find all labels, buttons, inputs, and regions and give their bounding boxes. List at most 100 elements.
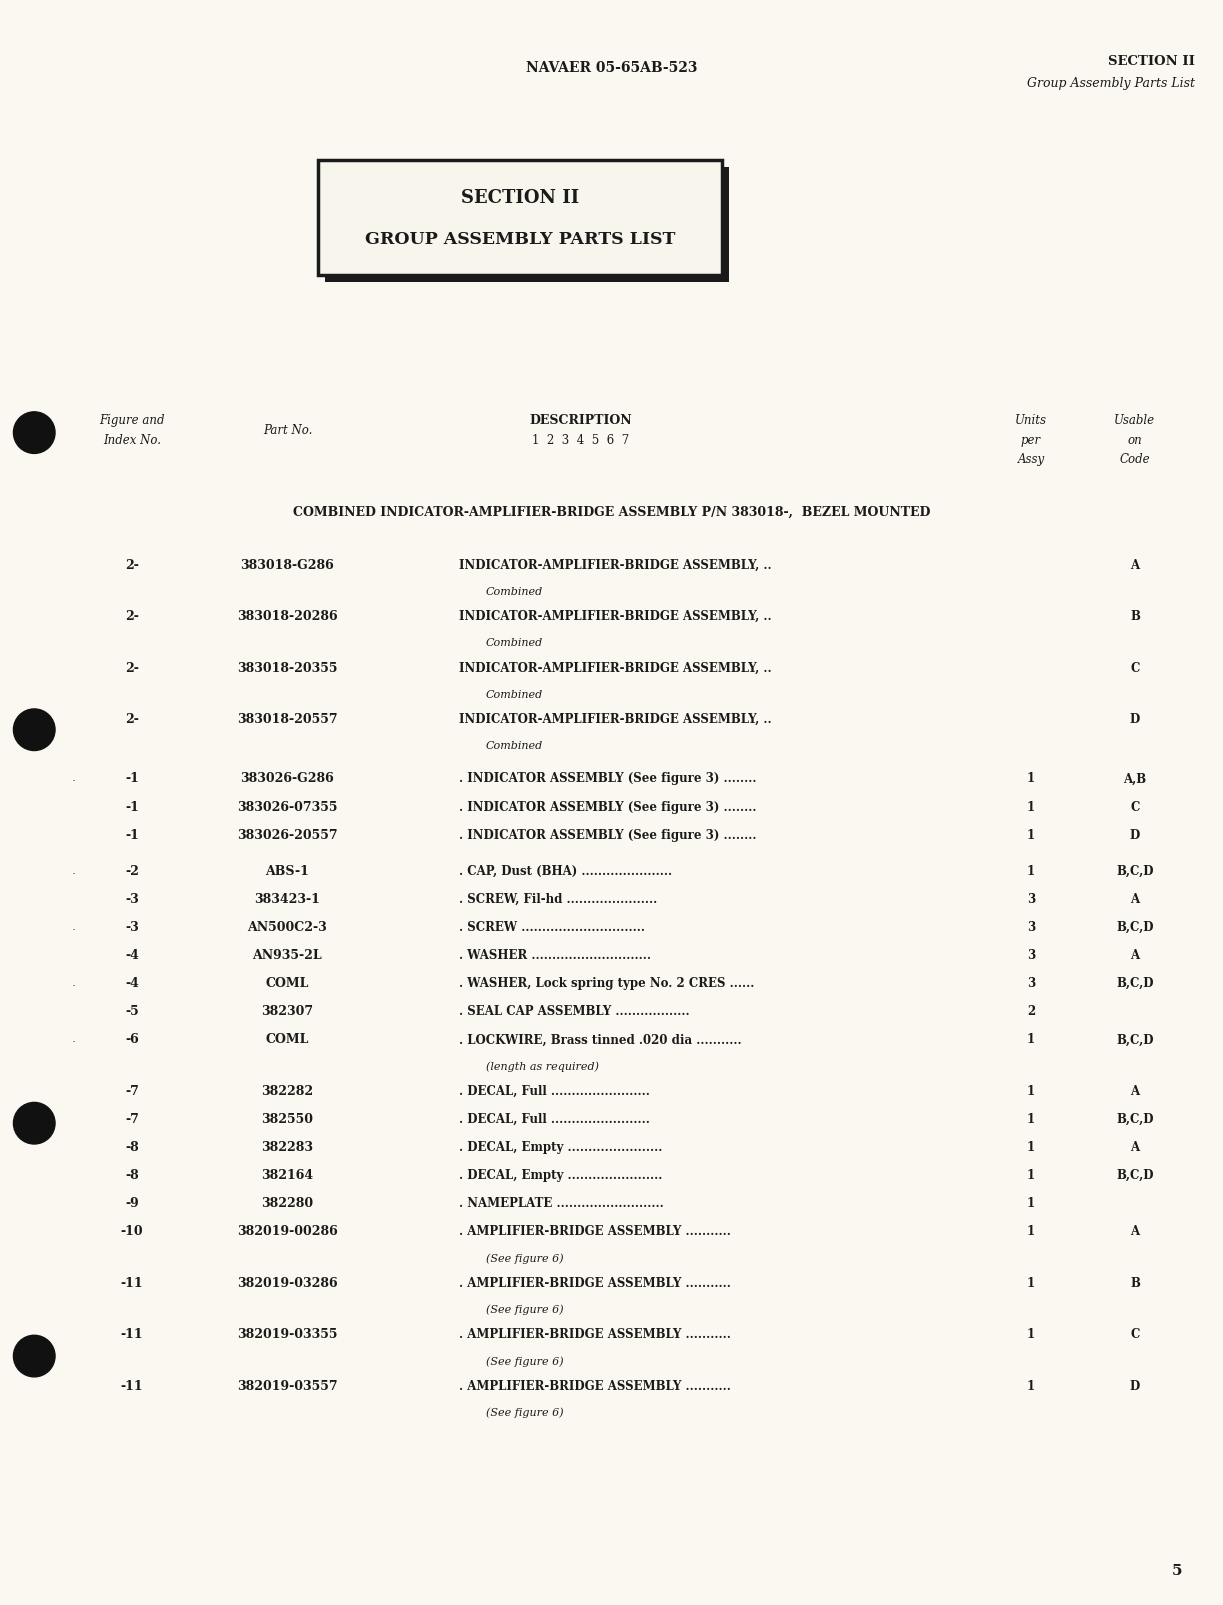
Text: 2-: 2- (125, 661, 139, 674)
Text: 382019-03355: 382019-03355 (237, 1327, 338, 1340)
Text: 383026-07355: 383026-07355 (237, 801, 338, 814)
Text: . DECAL, Full ........................: . DECAL, Full ........................ (459, 1112, 649, 1125)
Text: 1: 1 (1027, 1327, 1035, 1340)
Text: 3: 3 (1027, 949, 1035, 961)
Text: . INDICATOR ASSEMBLY (See figure 3) ........: . INDICATOR ASSEMBLY (See figure 3) ....… (459, 772, 756, 785)
Text: D: D (1130, 713, 1140, 725)
Text: B: B (1130, 610, 1140, 623)
Text: . INDICATOR ASSEMBLY (See figure 3) ........: . INDICATOR ASSEMBLY (See figure 3) ....… (459, 801, 756, 814)
Bar (325, 167, 729, 282)
Text: 383026-G286: 383026-G286 (241, 772, 334, 785)
Text: A: A (1130, 1225, 1140, 1237)
Text: 2-: 2- (125, 713, 139, 725)
Text: B,C,D: B,C,D (1117, 977, 1153, 990)
Text: AN500C2-3: AN500C2-3 (247, 921, 328, 934)
Text: AN935-2L: AN935-2L (253, 949, 322, 961)
Text: 1: 1 (1027, 1168, 1035, 1181)
Circle shape (13, 1103, 55, 1144)
Text: ·: · (71, 775, 76, 788)
Text: Group Assembly Parts List: Group Assembly Parts List (1027, 77, 1195, 90)
Text: (See figure 6): (See figure 6) (486, 1356, 563, 1366)
Text: 382164: 382164 (262, 1168, 313, 1181)
Text: -8: -8 (125, 1141, 139, 1154)
Text: -10: -10 (121, 1225, 143, 1237)
Text: Combined: Combined (486, 586, 543, 597)
Text: B,C,D: B,C,D (1117, 1112, 1153, 1125)
Text: 382019-00286: 382019-00286 (237, 1225, 338, 1237)
Text: 1: 1 (1027, 1197, 1035, 1210)
Text: . WASHER, Lock spring type No. 2 CRES ......: . WASHER, Lock spring type No. 2 CRES ..… (459, 977, 755, 990)
Text: B,C,D: B,C,D (1117, 1168, 1153, 1181)
Text: -11: -11 (121, 1276, 143, 1289)
Text: B: B (1130, 1276, 1140, 1289)
Text: (See figure 6): (See figure 6) (486, 1254, 563, 1263)
Text: . AMPLIFIER-BRIDGE ASSEMBLY ...........: . AMPLIFIER-BRIDGE ASSEMBLY ........... (459, 1379, 730, 1392)
Text: . NAMEPLATE ..........................: . NAMEPLATE .......................... (459, 1197, 663, 1210)
Text: 3: 3 (1027, 892, 1035, 905)
Text: 383018-20286: 383018-20286 (237, 610, 338, 623)
Text: A: A (1130, 1141, 1140, 1154)
Text: . CAP, Dust (BHA) ......................: . CAP, Dust (BHA) ...................... (459, 865, 671, 878)
Text: . SCREW ..............................: . SCREW .............................. (459, 921, 645, 934)
Text: ·: · (71, 1035, 76, 1048)
Text: 1  2  3  4  5  6  7: 1 2 3 4 5 6 7 (532, 433, 630, 446)
Text: -11: -11 (121, 1327, 143, 1340)
Text: Usable: Usable (1114, 414, 1156, 427)
Text: -1: -1 (125, 772, 139, 785)
Text: ABS-1: ABS-1 (265, 865, 309, 878)
Text: -8: -8 (125, 1168, 139, 1181)
Text: per: per (1021, 433, 1041, 446)
Text: (length as required): (length as required) (486, 1061, 598, 1072)
Text: NAVAER 05-65AB-523: NAVAER 05-65AB-523 (526, 61, 697, 75)
Text: 382307: 382307 (262, 1005, 313, 1018)
Text: 383026-20557: 383026-20557 (237, 828, 338, 841)
Text: COMBINED INDICATOR-AMPLIFIER-BRIDGE ASSEMBLY P/N 383018-,  BEZEL MOUNTED: COMBINED INDICATOR-AMPLIFIER-BRIDGE ASSE… (292, 506, 931, 518)
Text: B,C,D: B,C,D (1117, 1034, 1153, 1046)
Text: 5: 5 (1172, 1563, 1183, 1578)
Text: Combined: Combined (486, 690, 543, 700)
Text: 382283: 382283 (262, 1141, 313, 1154)
Text: 382019-03286: 382019-03286 (237, 1276, 338, 1289)
Text: . AMPLIFIER-BRIDGE ASSEMBLY ...........: . AMPLIFIER-BRIDGE ASSEMBLY ........... (459, 1225, 730, 1237)
Text: ·: · (71, 979, 76, 992)
Text: 3: 3 (1027, 977, 1035, 990)
Text: -1: -1 (125, 801, 139, 814)
Text: 2: 2 (1027, 1005, 1035, 1018)
Text: -3: -3 (125, 921, 139, 934)
Text: 1: 1 (1027, 1379, 1035, 1392)
Text: Combined: Combined (486, 742, 543, 751)
Text: -3: -3 (125, 892, 139, 905)
Text: Combined: Combined (486, 637, 543, 648)
Text: . LOCKWIRE, Brass tinned .020 dia ...........: . LOCKWIRE, Brass tinned .020 dia ......… (459, 1034, 741, 1046)
Text: 2-: 2- (125, 610, 139, 623)
Text: . AMPLIFIER-BRIDGE ASSEMBLY ...........: . AMPLIFIER-BRIDGE ASSEMBLY ........... (459, 1327, 730, 1340)
Text: . AMPLIFIER-BRIDGE ASSEMBLY ...........: . AMPLIFIER-BRIDGE ASSEMBLY ........... (459, 1276, 730, 1289)
Text: 1: 1 (1027, 1225, 1035, 1237)
Text: C: C (1130, 661, 1140, 674)
Text: 1: 1 (1027, 828, 1035, 841)
Text: A: A (1130, 949, 1140, 961)
Text: . DECAL, Full ........................: . DECAL, Full ........................ (459, 1085, 649, 1098)
Text: COML: COML (265, 1034, 309, 1046)
Text: -5: -5 (125, 1005, 139, 1018)
Text: 383018-20557: 383018-20557 (237, 713, 338, 725)
Text: 382282: 382282 (262, 1085, 313, 1098)
Text: -1: -1 (125, 828, 139, 841)
Text: 1: 1 (1027, 1034, 1035, 1046)
Text: Units: Units (1015, 414, 1047, 427)
Text: 3: 3 (1027, 921, 1035, 934)
Text: -2: -2 (125, 865, 139, 878)
Text: B,C,D: B,C,D (1117, 865, 1153, 878)
Text: Figure and: Figure and (99, 414, 165, 427)
Text: 1: 1 (1027, 801, 1035, 814)
Text: . INDICATOR ASSEMBLY (See figure 3) ........: . INDICATOR ASSEMBLY (See figure 3) ....… (459, 828, 756, 841)
Text: (See figure 6): (See figure 6) (486, 1305, 563, 1314)
Text: -7: -7 (125, 1112, 139, 1125)
Text: -9: -9 (125, 1197, 139, 1210)
Text: . SEAL CAP ASSEMBLY ..................: . SEAL CAP ASSEMBLY .................. (459, 1005, 690, 1018)
Text: 383018-20355: 383018-20355 (237, 661, 338, 674)
Text: INDICATOR-AMPLIFIER-BRIDGE ASSEMBLY, ..: INDICATOR-AMPLIFIER-BRIDGE ASSEMBLY, .. (459, 661, 772, 674)
Text: -4: -4 (125, 949, 139, 961)
Text: 382550: 382550 (262, 1112, 313, 1125)
Text: 1: 1 (1027, 1141, 1035, 1154)
